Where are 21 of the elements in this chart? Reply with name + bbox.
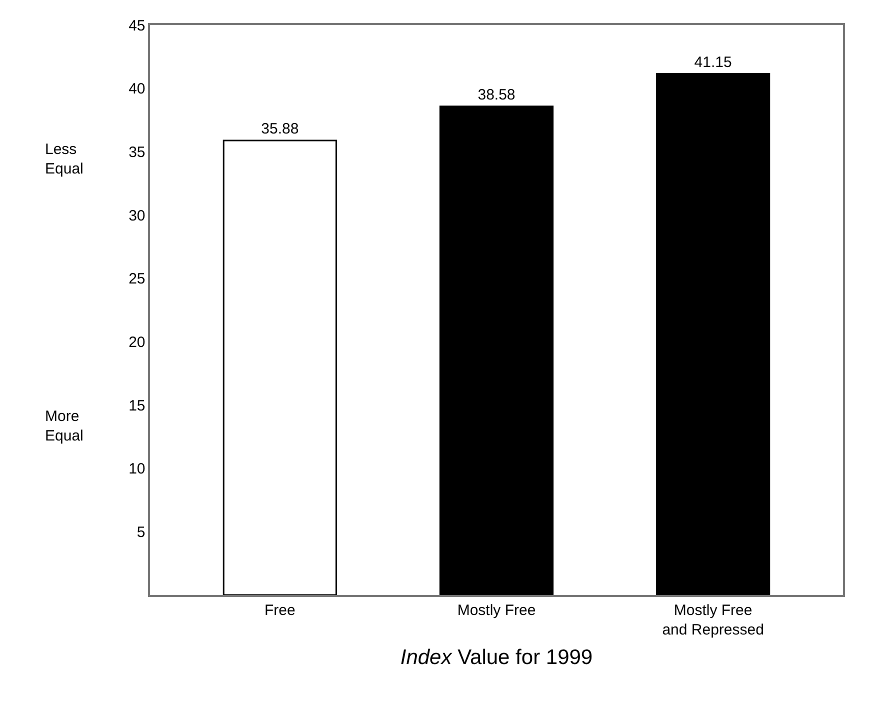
x-axis-title: Index Value for 1999 [400,646,593,669]
y-tick-label: 10 [128,460,146,478]
y-tick-label: 40 [128,80,146,98]
data-label: 35.88 [261,120,299,138]
text: More Equal [45,408,84,444]
y-tick-label: 30 [128,207,146,224]
data-label: 41.15 [694,54,732,71]
y-tick-label: 35 [128,144,146,161]
bar [439,106,554,595]
y-tick-label: 5 [136,524,146,541]
bar [222,140,337,595]
x-tick-label: Mostly Free [457,602,536,619]
y-tick-label: 45 [128,17,146,34]
text: Less Equal [45,141,84,178]
bar [656,73,770,595]
x-tick-label: Mostly Free and Repressed [662,602,764,638]
data-label: 38.58 [478,86,516,104]
y-tick-label: 15 [128,397,146,414]
x-tick-label: Free [264,602,296,619]
y-tick-label: 20 [128,334,146,351]
y-tick-label: 25 [128,270,146,288]
